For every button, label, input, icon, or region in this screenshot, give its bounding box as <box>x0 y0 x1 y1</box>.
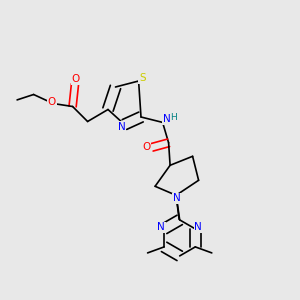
Text: N: N <box>157 222 165 233</box>
Text: H: H <box>170 112 177 122</box>
Text: N: N <box>194 222 202 233</box>
Text: N: N <box>163 114 171 124</box>
Text: O: O <box>48 97 56 107</box>
Text: N: N <box>173 193 181 203</box>
Text: S: S <box>139 73 146 83</box>
Text: N: N <box>118 122 125 132</box>
Text: O: O <box>142 142 151 152</box>
Text: O: O <box>71 74 80 85</box>
